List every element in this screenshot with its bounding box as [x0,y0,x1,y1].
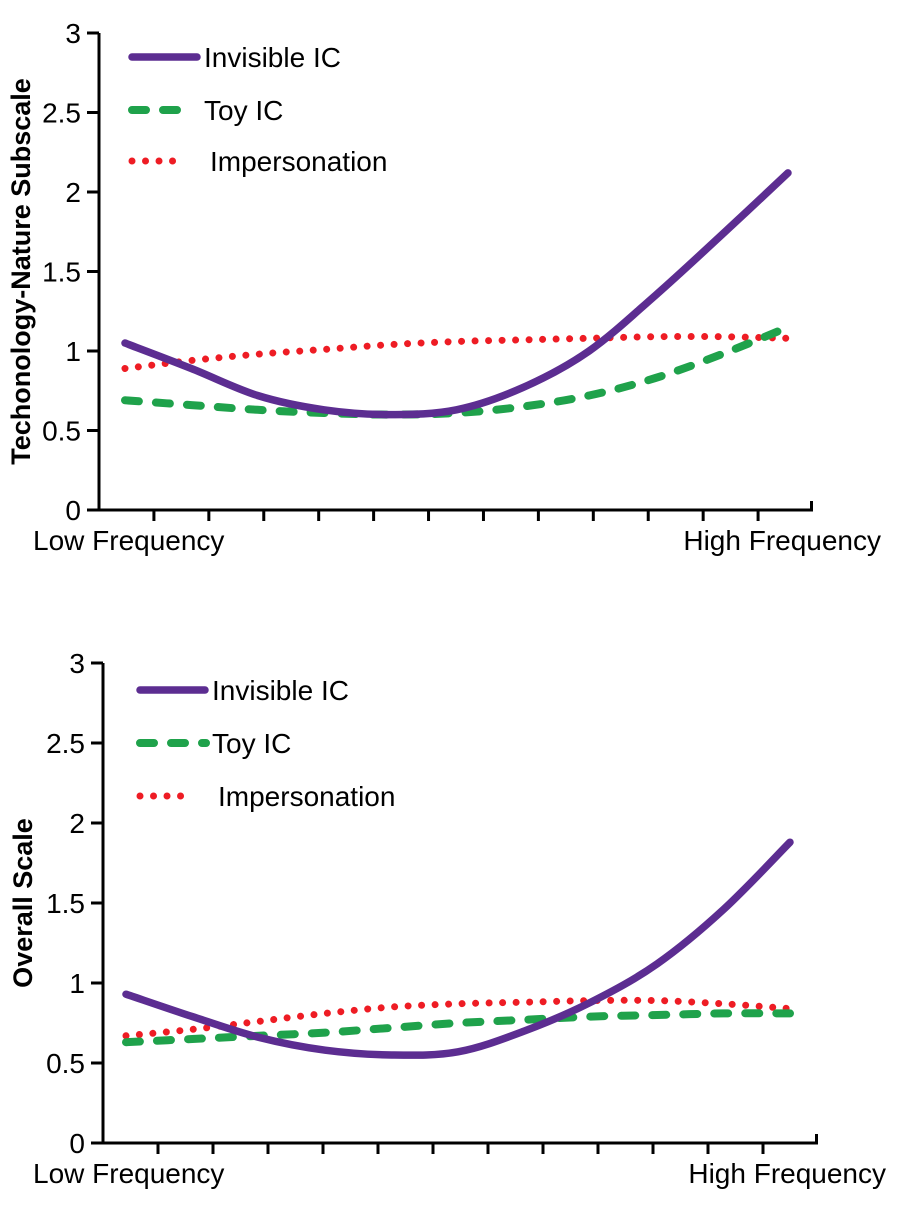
x-axis-label-high: High Frequency [683,525,881,556]
y-tick-label: 1.5 [42,257,81,288]
y-axis-title: Techonology-Nature Subscale [6,78,36,465]
x-axis-label-low: Low Frequency [33,1158,224,1189]
legend-label-invisible-ic: Invisible IC [212,675,349,706]
x-axis-label-low: Low Frequency [33,525,224,556]
legend-label-impersonation: Impersonation [210,146,387,177]
series-impersonation-line [122,996,794,1040]
y-tick-label: 0.5 [46,1048,85,1079]
legend-label-invisible-ic: Invisible IC [204,42,341,73]
legend-item-impersonation: Impersonation [136,781,395,812]
legend-item-impersonation: Impersonation [128,146,387,177]
y-tick-label: 3 [69,648,85,679]
y-tick-label: 2.5 [42,98,81,129]
y-tick-label: 1.5 [46,888,85,919]
y-tick-label: 1 [69,968,85,999]
legend-item-toy-ic: Toy IC [136,728,291,759]
y-tick-label: 2 [69,808,85,839]
x-axis-label-high: High Frequency [688,1158,886,1189]
y-axis-title: Overall Scale [8,818,38,988]
y-tick-label: 0.5 [42,416,81,447]
legend-label-toy-ic: Toy IC [204,95,283,126]
series-invisible-ic-line [122,838,794,1059]
legend-item-toy-ic: Toy IC [128,95,283,126]
y-tick-label: 0 [65,495,81,526]
series-impersonation-line [121,332,792,372]
legend-item-invisible-ic: Invisible IC [136,675,349,706]
y-tick-label: 2.5 [46,728,85,759]
series-invisible-ic-line [121,169,792,419]
series-toy-ic-line [121,323,792,419]
y-tick-label: 2 [65,177,81,208]
legend-label-toy-ic: Toy IC [212,728,291,759]
y-tick-label: 0 [69,1128,85,1159]
legend-item-invisible-ic: Invisible IC [128,42,341,73]
legend-label-impersonation: Impersonation [218,781,395,812]
y-tick-label: 1 [65,336,81,367]
y-tick-label: 3 [65,18,81,49]
